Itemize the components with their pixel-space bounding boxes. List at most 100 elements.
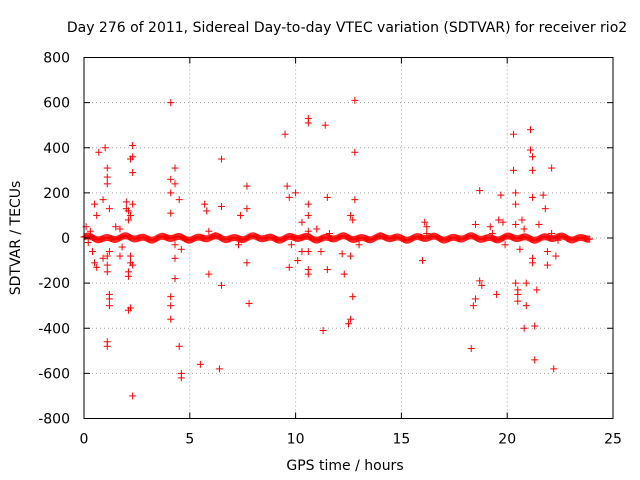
data-point [340,270,348,278]
data-point [103,164,111,172]
data-point [105,248,113,256]
data-point [304,270,312,278]
data-point [103,342,111,350]
x-tick-label: 15 [392,432,410,448]
x-axis-label: GPS time / hours [286,458,403,474]
data-point [124,272,132,280]
data-point [529,259,537,267]
data-point [419,257,427,265]
data-point [512,220,520,228]
data-point [122,198,130,206]
y-tick-label: 0 [61,231,70,247]
data-point [91,200,99,208]
data-point [531,322,539,330]
data-point [285,193,293,201]
data-point [304,200,312,208]
data-point [471,295,479,303]
y-tick-label: 200 [43,186,70,202]
data-point [112,223,120,231]
data-point [171,241,179,249]
data-point [91,259,99,267]
data-point [421,218,429,226]
x-tick-label: 10 [287,432,305,448]
data-point [325,229,333,237]
data-point [298,248,306,256]
y-tick-label: 800 [43,51,70,67]
data-point [345,320,352,328]
data-point [127,211,135,219]
x-axis-ticks: 0 5 10 15 20 25 [80,57,622,448]
x-tick-label: 25 [604,432,622,448]
data-point [171,164,179,172]
data-point [124,207,132,215]
data-point [529,166,537,174]
data-point [103,261,111,269]
data-point [321,121,329,129]
data-point [243,205,251,213]
data-point [243,182,251,190]
data-point [423,223,431,231]
data-point [211,232,219,240]
data-point [554,236,562,244]
data-point [171,275,179,283]
data-point [283,182,291,190]
data-point [287,241,295,249]
data-point [116,252,124,260]
data-point [177,245,185,253]
data-point [218,155,226,163]
data-point [116,225,124,233]
data-point [234,241,242,249]
data-point [167,302,175,310]
data-point [245,299,253,307]
data-point [175,342,183,350]
data-point [512,189,520,197]
data-point [196,360,204,368]
data-point [218,281,226,289]
data-point [127,304,135,312]
data-point [543,261,551,269]
data-point [323,193,331,201]
data-point [338,250,346,258]
data-point [531,356,539,364]
data-point [129,153,137,161]
data-point [101,144,109,152]
data-point [520,225,528,233]
y-tick-label: 600 [43,96,70,112]
data-point [488,229,496,237]
data-point [319,327,327,335]
data-point [203,207,211,215]
data-point [86,227,94,235]
data-point [103,180,111,188]
data-point [167,293,175,301]
data-point [512,200,520,208]
data-point [304,248,312,256]
data-point [510,130,518,138]
data-point [129,200,137,208]
data-point [529,153,537,161]
data-point [167,189,175,197]
chart-title: Day 276 of 2011, Sidereal Day-to-day VTE… [67,20,627,36]
data-point [124,216,132,224]
data-point [167,209,175,217]
data-point [105,205,113,213]
data-point [201,200,209,208]
y-axis-label: SDTVAR / TECUs [8,181,24,296]
data-point [129,261,137,269]
data-point [495,216,503,224]
data-point [243,259,251,267]
data-point [349,293,357,301]
data-point [84,239,92,247]
data-point [105,302,113,310]
data-point [543,248,551,256]
data-point [469,302,477,310]
y-tick-label: -200 [38,276,70,292]
data-point [467,345,475,353]
data-point [167,99,175,107]
data-point [205,227,213,235]
data-point [105,295,113,303]
data-point [93,211,101,219]
data-point [292,189,300,197]
data-point [167,175,175,183]
data-point [522,302,530,310]
data-point [351,148,359,156]
